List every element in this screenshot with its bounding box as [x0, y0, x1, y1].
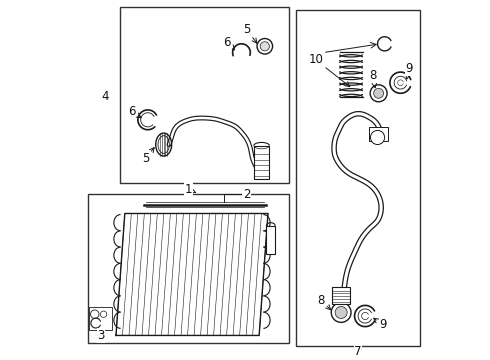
Text: 5: 5: [142, 148, 154, 165]
Text: 9: 9: [374, 318, 387, 331]
Bar: [120, 7, 289, 184]
Text: 7: 7: [354, 345, 362, 358]
Circle shape: [374, 88, 384, 98]
Circle shape: [335, 306, 347, 319]
Circle shape: [370, 85, 387, 102]
Circle shape: [257, 39, 272, 54]
Text: 6: 6: [223, 36, 235, 50]
Circle shape: [260, 42, 270, 51]
Text: 10: 10: [308, 53, 350, 87]
Bar: [296, 10, 420, 346]
Bar: [88, 194, 289, 342]
Bar: [368, 127, 388, 141]
Circle shape: [331, 302, 351, 322]
Bar: [266, 226, 275, 254]
Polygon shape: [116, 213, 268, 336]
Text: 2: 2: [243, 188, 250, 201]
Text: 5: 5: [243, 23, 257, 43]
Circle shape: [100, 311, 107, 318]
Circle shape: [370, 130, 385, 145]
Text: 4: 4: [101, 90, 109, 103]
Text: 6: 6: [128, 105, 141, 118]
Bar: [332, 287, 350, 303]
Circle shape: [91, 310, 99, 319]
Bar: [254, 145, 270, 179]
Bar: [90, 307, 112, 330]
Text: 8: 8: [369, 69, 377, 88]
Text: 9: 9: [406, 62, 413, 79]
Text: 3: 3: [98, 329, 105, 342]
Text: 8: 8: [318, 294, 331, 310]
Text: 1: 1: [185, 183, 196, 196]
